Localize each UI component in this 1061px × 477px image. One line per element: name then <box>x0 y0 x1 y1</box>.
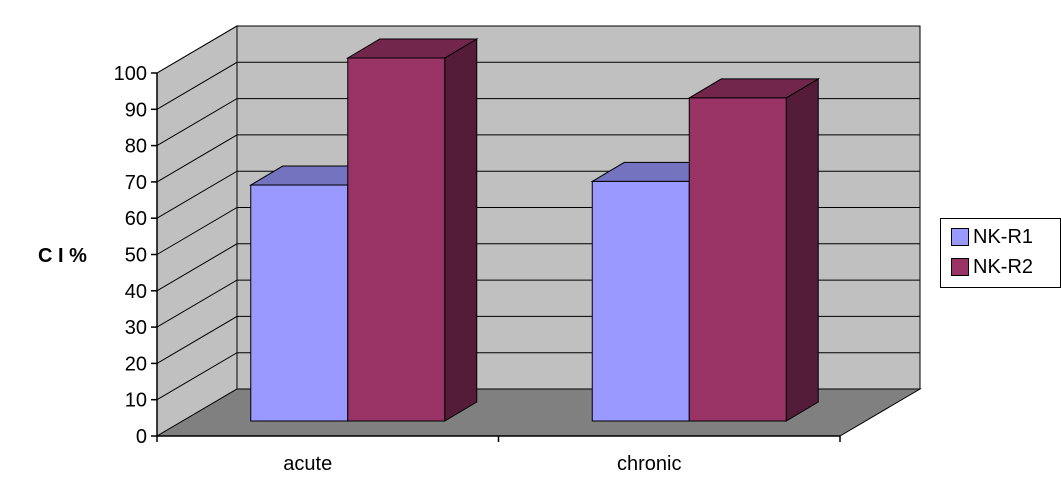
axes <box>151 72 841 442</box>
gridline <box>156 25 920 74</box>
x-tick-labels: acute chronic <box>283 453 681 475</box>
bar-nk-r1-chronic <box>591 180 690 422</box>
legend-item-nk-r2: NK-R2 <box>951 255 1033 279</box>
y-tick-label: 100 <box>114 63 147 85</box>
y-tick-label: 0 <box>136 426 147 448</box>
x-tick-label-chronic: chronic <box>617 453 681 475</box>
y-tick-labels: 0 10 20 30 40 50 60 70 80 90 100 <box>114 63 147 448</box>
y-tick-label: 80 <box>125 136 147 158</box>
bar-nk-r2-chronic <box>688 97 787 422</box>
y-tick-label: 60 <box>125 208 147 230</box>
y-tick-label: 10 <box>125 390 147 412</box>
legend-swatch-nk-r1 <box>951 228 969 246</box>
y-tick-label: 90 <box>125 99 147 121</box>
bar-nk-r2-chronic-side <box>785 78 819 422</box>
bar-nk-r1-acute <box>250 184 349 422</box>
legend: NK-R1 NK-R2 <box>940 218 1061 288</box>
y-axis-label: C I % <box>38 245 87 267</box>
y-tick-label: 70 <box>125 172 147 194</box>
legend-label-nk-r1: NK-R1 <box>973 225 1034 248</box>
y-tick-label: 50 <box>125 245 147 267</box>
y-tick-label: 40 <box>125 281 147 303</box>
gridline <box>156 61 920 110</box>
y-tick-label: 20 <box>125 353 147 375</box>
bars <box>248 38 821 422</box>
y-tick-label: 30 <box>125 317 147 339</box>
legend-item-nk-r1: NK-R1 <box>951 225 1033 249</box>
x-tick-label-acute: acute <box>283 453 332 475</box>
legend-label-nk-r2: NK-R2 <box>973 255 1034 278</box>
legend-swatch-nk-r2 <box>951 258 969 276</box>
bar-nk-r2-acute-side <box>444 38 478 422</box>
bar-nk-r2-acute <box>347 57 446 422</box>
